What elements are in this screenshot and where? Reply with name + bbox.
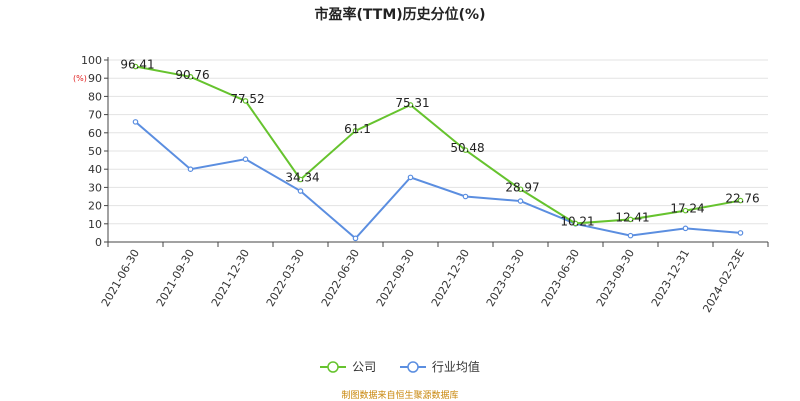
data-label: 77.52 (230, 92, 264, 106)
axes: 0 10 20 30 40 50 60 70 80 90 100 2021-06-30 2021-09-… (81, 54, 769, 315)
data-point (297, 188, 304, 194)
data-point (407, 102, 414, 108)
x-tick-label: 2022-12-30 (429, 247, 472, 309)
data-point (187, 166, 194, 173)
legend-line-marker-icon (399, 360, 426, 373)
data-point (627, 232, 634, 239)
data-point (572, 220, 579, 227)
x-tick-label: 2022-03-30 (264, 247, 307, 309)
x-tick-label: 2023-06-30 (539, 247, 582, 309)
data-label: 90.76 (175, 68, 209, 82)
data-point (132, 119, 139, 125)
data-point (682, 207, 689, 214)
source-note: 制图数据来自恒生聚源数据库 (341, 391, 459, 401)
y-tick-label: 50 (88, 145, 102, 158)
x-tick-label: 2023-12-31 (649, 247, 692, 309)
x-tick-label: 2023-03-30 (484, 247, 527, 309)
x-tick-label: 2022-09-30 (374, 247, 417, 309)
data-label: 28.97 (505, 180, 539, 194)
data-label: 75.31 (395, 96, 429, 110)
x-tick-label: 2022-06-30 (319, 247, 362, 309)
data-point (132, 63, 139, 70)
y-tick-label: 0 (95, 236, 102, 249)
data-point (352, 235, 359, 242)
x-tick-label: 2023-09-30 (594, 247, 637, 309)
data-point (737, 230, 744, 236)
x-tick-label: 2021-12-30 (209, 247, 252, 309)
x-tick-label: 2021-06-30 (99, 247, 142, 309)
y-axis-unit-label: (%) (73, 74, 87, 83)
data-point (462, 147, 469, 153)
chart-title: 市盈率(TTM)历史分位(%) (314, 7, 486, 23)
series-layer (132, 63, 744, 242)
data-point (242, 156, 249, 162)
data-point (627, 216, 634, 223)
y-tick-label: 40 (88, 163, 102, 176)
data-label: 50.48 (450, 141, 484, 155)
data-label: 61.1 (344, 122, 371, 136)
data-label: 22.76 (725, 192, 759, 206)
series-line (135, 65, 741, 225)
data-point (242, 98, 249, 104)
data-labels-layer: 96.41 90.76 77.52 34.34 61.1 75.31 50.48 28.97 1… (120, 58, 759, 229)
legend-label-industry-average: 行业均值 (431, 360, 480, 374)
legend-item-company[interactable]: 公司 (320, 358, 376, 375)
data-label: 34.34 (285, 171, 319, 185)
y-tick-label: 30 (88, 181, 102, 194)
grid-lines (108, 59, 768, 225)
y-tick-label: 10 (88, 218, 102, 231)
y-tick-label: 70 (88, 109, 102, 122)
y-tick-label: 100 (81, 54, 102, 67)
x-tick-label: 2021-09-30 (154, 247, 197, 309)
data-label: 10.21 (560, 214, 594, 228)
data-label: 17.24 (670, 202, 704, 216)
data-point (517, 198, 524, 204)
data-point (682, 225, 689, 232)
data-label: 96.41 (120, 58, 154, 72)
y-tick-label: 60 (88, 127, 102, 140)
y-tick-label: 90 (88, 72, 102, 85)
x-tick-label: 2024-02-23E (700, 247, 747, 315)
data-point (407, 174, 414, 181)
y-tick-label: 80 (88, 90, 102, 103)
data-point (187, 74, 194, 80)
data-point (297, 176, 304, 183)
series-line (134, 121, 741, 240)
data-label: 12.41 (615, 210, 649, 224)
data-point (737, 197, 744, 204)
data-point (462, 193, 469, 200)
legend: 公司 行业均值 (0, 358, 800, 376)
legend-line-marker-icon (320, 360, 347, 373)
legend-label-company: 公司 (352, 360, 377, 374)
y-tick-label: 20 (88, 200, 102, 213)
data-point (352, 127, 359, 134)
data-point (517, 186, 524, 193)
legend-item-industry-average[interactable]: 行业均值 (399, 358, 480, 375)
